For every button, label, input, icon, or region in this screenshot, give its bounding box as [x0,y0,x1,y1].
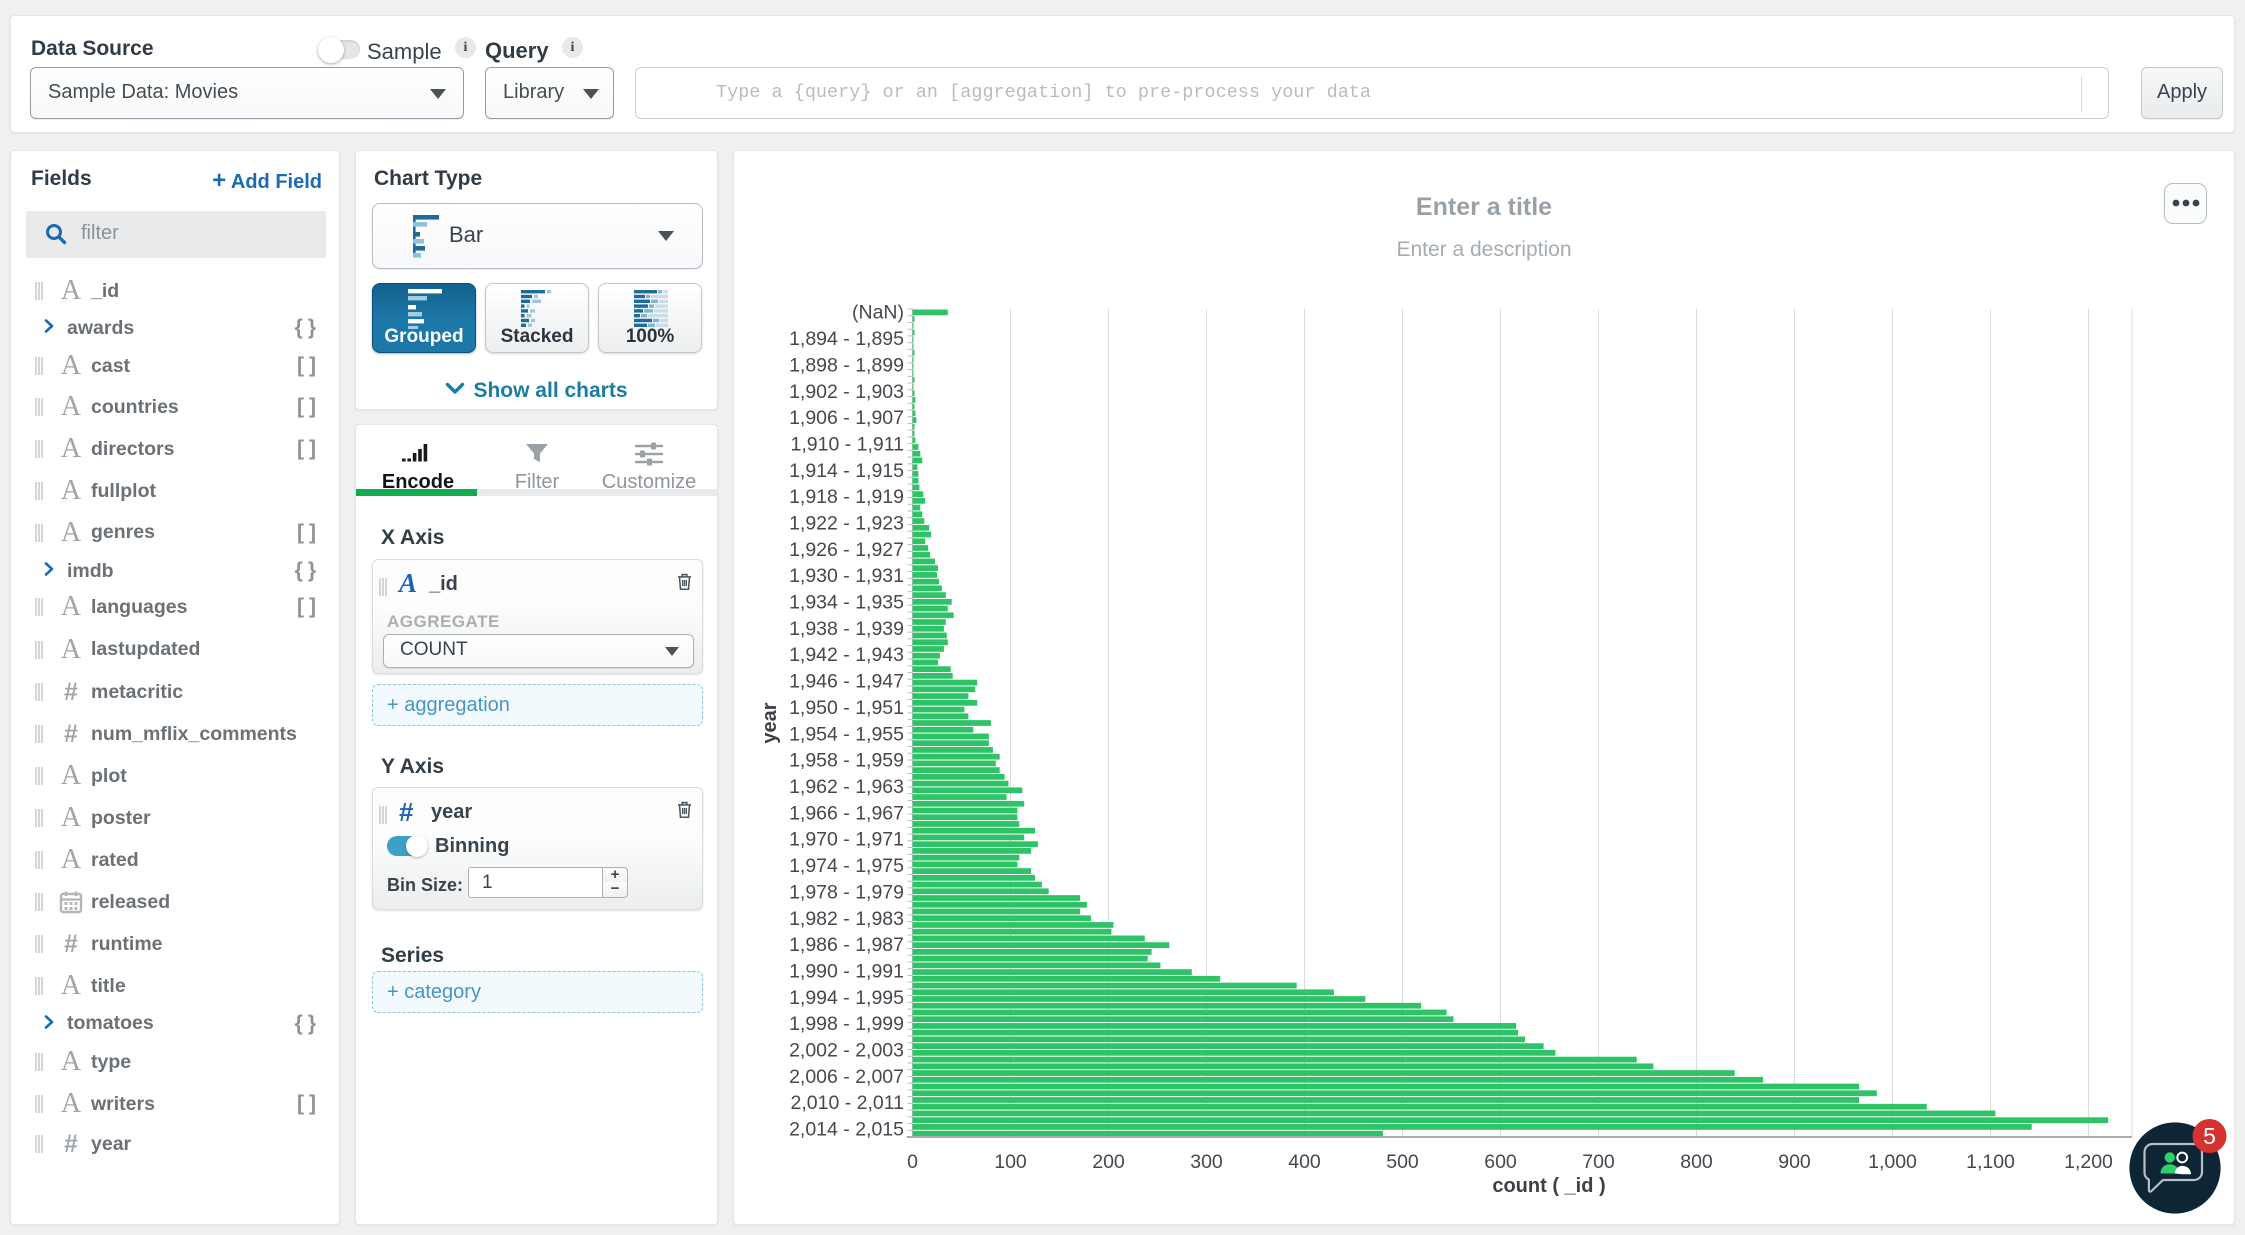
svg-text:1,930 - 1,931: 1,930 - 1,931 [789,565,904,587]
svg-text:1,974 - 1,975: 1,974 - 1,975 [789,855,904,877]
svg-text:1,938 - 1,939: 1,938 - 1,939 [789,618,904,640]
svg-text:1,914 - 1,915: 1,914 - 1,915 [789,460,904,482]
svg-text:5: 5 [2203,1123,2216,1149]
svg-text:1,934 - 1,935: 1,934 - 1,935 [789,592,904,614]
svg-text:1,100: 1,100 [1966,1151,2015,1173]
svg-text:700: 700 [1582,1151,1615,1173]
svg-text:1,958 - 1,959: 1,958 - 1,959 [789,750,904,772]
svg-text:2,002 - 2,003: 2,002 - 2,003 [789,1040,904,1062]
svg-text:1,982 - 1,983: 1,982 - 1,983 [789,908,904,930]
svg-text:1,894 - 1,895: 1,894 - 1,895 [789,328,904,350]
svg-text:1,954 - 1,955: 1,954 - 1,955 [789,723,904,745]
svg-text:1,902 - 1,903: 1,902 - 1,903 [789,381,904,403]
svg-text:1,966 - 1,967: 1,966 - 1,967 [789,802,904,824]
svg-text:800: 800 [1680,1151,1713,1173]
svg-text:2,010 - 2,011: 2,010 - 2,011 [791,1092,904,1114]
svg-text:1,986 - 1,987: 1,986 - 1,987 [789,934,904,956]
svg-text:1,200: 1,200 [2064,1151,2113,1173]
svg-text:1,970 - 1,971: 1,970 - 1,971 [789,829,904,851]
svg-text:1,910 - 1,911: 1,910 - 1,911 [791,433,904,455]
svg-text:1,000: 1,000 [1868,1151,1917,1173]
svg-text:2,006 - 2,007: 2,006 - 2,007 [789,1066,904,1088]
svg-text:1,978 - 1,979: 1,978 - 1,979 [789,881,904,903]
svg-text:0: 0 [907,1151,918,1173]
svg-text:1,942 - 1,943: 1,942 - 1,943 [789,644,904,666]
svg-text:(NaN): (NaN) [852,302,904,324]
svg-text:500: 500 [1386,1151,1419,1173]
svg-text:1,990 - 1,991: 1,990 - 1,991 [789,961,904,983]
svg-text:100: 100 [994,1151,1027,1173]
svg-text:2,014 - 2,015: 2,014 - 2,015 [789,1119,904,1141]
svg-text:900: 900 [1778,1151,1811,1173]
svg-text:1,962 - 1,963: 1,962 - 1,963 [789,776,904,798]
svg-text:200: 200 [1092,1151,1125,1173]
svg-text:1,898 - 1,899: 1,898 - 1,899 [789,354,904,376]
svg-text:1,946 - 1,947: 1,946 - 1,947 [789,671,904,693]
svg-text:year: year [759,702,781,743]
svg-text:600: 600 [1484,1151,1517,1173]
svg-text:400: 400 [1288,1151,1321,1173]
svg-text:1,926 - 1,927: 1,926 - 1,927 [789,539,904,561]
svg-text:1,922 - 1,923: 1,922 - 1,923 [789,513,904,535]
svg-text:count ( _id ): count ( _id ) [1492,1175,1605,1197]
svg-text:1,994 - 1,995: 1,994 - 1,995 [789,987,904,1009]
svg-text:300: 300 [1190,1151,1223,1173]
svg-text:1,918 - 1,919: 1,918 - 1,919 [789,486,904,508]
svg-text:1,998 - 1,999: 1,998 - 1,999 [789,1013,904,1035]
svg-text:1,950 - 1,951: 1,950 - 1,951 [789,697,904,719]
svg-text:1,906 - 1,907: 1,906 - 1,907 [789,407,904,429]
